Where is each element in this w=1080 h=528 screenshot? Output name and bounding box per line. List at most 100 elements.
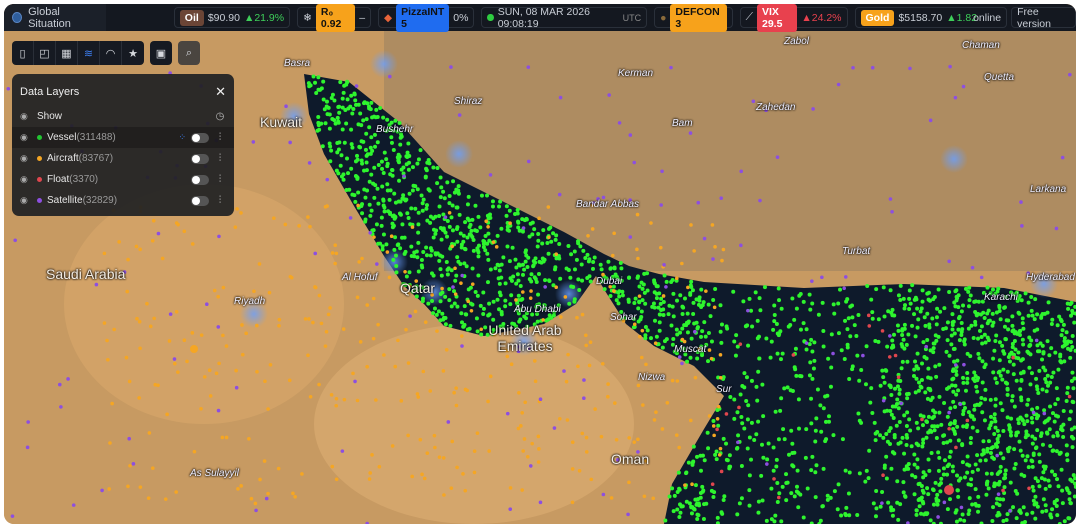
vessel-marker[interactable] xyxy=(1029,338,1034,343)
vessel-marker[interactable] xyxy=(1002,305,1007,310)
vessel-marker[interactable] xyxy=(372,114,377,119)
vessel-marker[interactable] xyxy=(454,187,459,192)
vessel-marker[interactable] xyxy=(979,324,984,329)
vessel-marker[interactable] xyxy=(1051,434,1056,439)
vessel-marker[interactable] xyxy=(801,299,806,304)
vessel-marker[interactable] xyxy=(960,442,965,447)
vessel-marker[interactable] xyxy=(479,193,484,198)
vessel-marker[interactable] xyxy=(438,195,443,200)
vessel-marker[interactable] xyxy=(497,307,502,312)
vessel-marker[interactable] xyxy=(367,125,372,130)
aircraft-marker[interactable] xyxy=(221,285,226,290)
vessel-marker[interactable] xyxy=(794,484,799,489)
vessel-marker[interactable] xyxy=(775,351,780,356)
vessel-marker[interactable] xyxy=(968,354,973,359)
vessel-marker[interactable] xyxy=(939,476,944,481)
vessel-marker[interactable] xyxy=(965,376,970,381)
vessel-marker[interactable] xyxy=(410,289,415,294)
vessel-marker[interactable] xyxy=(501,322,506,327)
vessel-marker[interactable] xyxy=(975,467,980,472)
vessel-marker[interactable] xyxy=(980,410,985,415)
satellite-marker[interactable] xyxy=(870,65,875,70)
vessel-marker[interactable] xyxy=(809,468,814,473)
aircraft-marker[interactable] xyxy=(712,305,717,310)
vessel-marker[interactable] xyxy=(905,410,910,415)
aircraft-marker[interactable] xyxy=(174,309,179,314)
vessel-marker[interactable] xyxy=(481,239,486,244)
satellite-marker[interactable] xyxy=(947,410,951,415)
vessel-marker[interactable] xyxy=(720,511,725,516)
vessel-marker[interactable] xyxy=(1070,334,1075,339)
vessel-marker[interactable] xyxy=(688,292,693,297)
vessel-marker[interactable] xyxy=(810,454,815,459)
vessel-marker[interactable] xyxy=(664,279,669,284)
vessel-marker[interactable] xyxy=(1024,432,1029,437)
vessel-marker[interactable] xyxy=(424,203,429,208)
aircraft-marker[interactable] xyxy=(323,344,328,348)
vessel-marker[interactable] xyxy=(433,231,438,236)
vessel-marker[interactable] xyxy=(410,188,415,193)
vessel-marker[interactable] xyxy=(397,121,402,126)
vessel-marker[interactable] xyxy=(813,428,818,433)
vessel-marker[interactable] xyxy=(915,465,920,470)
vessel-marker[interactable] xyxy=(600,279,605,284)
aircraft-marker[interactable] xyxy=(546,205,551,209)
vessel-marker[interactable] xyxy=(491,327,496,332)
vessel-marker[interactable] xyxy=(683,352,688,357)
vessel-marker[interactable] xyxy=(832,489,837,494)
aircraft-marker[interactable] xyxy=(652,418,657,422)
vessel-marker[interactable] xyxy=(857,471,862,476)
aircraft-marker[interactable] xyxy=(537,447,541,451)
vessel-marker[interactable] xyxy=(404,162,409,167)
vessel-marker[interactable] xyxy=(517,228,522,233)
vessel-marker[interactable] xyxy=(516,225,521,230)
vessel-marker[interactable] xyxy=(973,310,978,315)
vessel-marker[interactable] xyxy=(1050,469,1055,474)
vessel-marker[interactable] xyxy=(381,171,386,176)
vessel-marker[interactable] xyxy=(499,262,504,267)
vessel-marker[interactable] xyxy=(955,488,960,493)
vessel-marker[interactable] xyxy=(920,288,925,293)
vessel-marker[interactable] xyxy=(530,312,535,317)
vessel-marker[interactable] xyxy=(974,313,979,318)
aircraft-marker[interactable] xyxy=(680,261,684,266)
vessel-marker[interactable] xyxy=(354,102,359,107)
satellite-marker[interactable] xyxy=(1060,155,1065,160)
vessel-marker[interactable] xyxy=(360,161,365,166)
vessel-marker[interactable] xyxy=(889,345,894,350)
vessel-marker[interactable] xyxy=(462,304,467,309)
float-marker[interactable] xyxy=(867,324,872,328)
vessel-marker[interactable] xyxy=(447,287,452,292)
vessel-marker[interactable] xyxy=(456,184,461,189)
vessel-marker[interactable] xyxy=(951,389,956,394)
vessel-marker[interactable] xyxy=(915,306,920,311)
vessel-marker[interactable] xyxy=(652,278,657,283)
gold-ticker[interactable]: Gold $5158.70 ▲1.82 online xyxy=(854,7,1008,28)
vessel-marker[interactable] xyxy=(881,375,886,380)
vessel-marker[interactable] xyxy=(371,228,376,233)
vessel-marker[interactable] xyxy=(617,294,622,299)
vessel-marker[interactable] xyxy=(1068,477,1073,482)
vessel-marker[interactable] xyxy=(716,375,721,380)
vessel-marker[interactable] xyxy=(809,396,814,401)
vessel-marker[interactable] xyxy=(650,304,655,309)
vessel-marker[interactable] xyxy=(340,96,345,101)
vessel-marker[interactable] xyxy=(976,509,981,514)
vessel-marker[interactable] xyxy=(728,395,733,400)
vessel-marker[interactable] xyxy=(978,312,983,317)
vessel-marker[interactable] xyxy=(685,330,690,335)
satellite-marker[interactable] xyxy=(810,279,814,283)
vessel-marker[interactable] xyxy=(660,345,665,350)
vessel-marker[interactable] xyxy=(1071,400,1076,405)
vessel-marker[interactable] xyxy=(671,291,676,296)
vessel-marker[interactable] xyxy=(930,487,935,492)
vessel-marker[interactable] xyxy=(505,244,510,249)
satellite-marker[interactable] xyxy=(688,131,693,135)
vessel-marker[interactable] xyxy=(453,278,458,283)
aircraft-marker[interactable] xyxy=(396,338,400,343)
vessel-marker[interactable] xyxy=(1045,431,1050,436)
vessel-marker[interactable] xyxy=(744,375,749,380)
vessel-marker[interactable] xyxy=(651,301,656,306)
vessel-marker[interactable] xyxy=(921,340,926,345)
satellite-marker[interactable] xyxy=(664,285,668,289)
